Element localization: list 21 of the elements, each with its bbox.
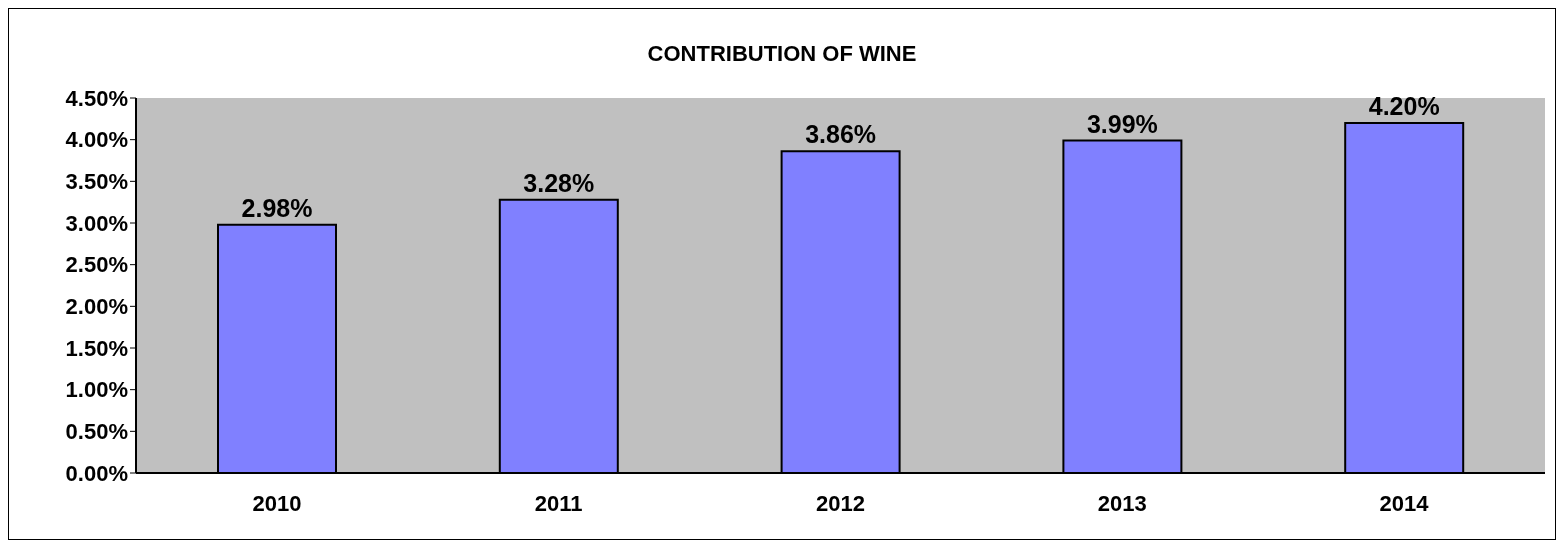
- x-tick-label: 2011: [534, 490, 583, 516]
- y-tick-label: 0.50%: [65, 419, 128, 445]
- y-tick-label: 2.00%: [65, 294, 128, 320]
- data-label: 3.28%: [523, 168, 595, 197]
- data-label: 3.86%: [805, 120, 877, 149]
- x-tick-label: 2013: [1097, 490, 1147, 516]
- y-tick-label: 3.50%: [65, 169, 128, 195]
- data-label: 3.99%: [1086, 109, 1158, 138]
- y-tick-label: 2.50%: [65, 252, 128, 278]
- chart-title: CONTRIBUTION OF WINE: [646, 41, 918, 67]
- y-tick-label: 1.00%: [65, 377, 128, 403]
- y-tick-label: 3.00%: [65, 210, 128, 236]
- data-label: 2.98%: [241, 193, 313, 222]
- x-tick-label: 2010: [252, 490, 302, 516]
- y-tick-label: 1.50%: [65, 335, 128, 361]
- y-tick-label: 4.00%: [65, 127, 128, 153]
- x-tick-label: 2012: [816, 490, 865, 516]
- data-label: 4.20%: [1368, 92, 1440, 120]
- y-tick-label: 4.50%: [65, 85, 128, 111]
- x-tick-label: 2014: [1379, 490, 1430, 516]
- y-tick-label: 0.00%: [65, 460, 128, 486]
